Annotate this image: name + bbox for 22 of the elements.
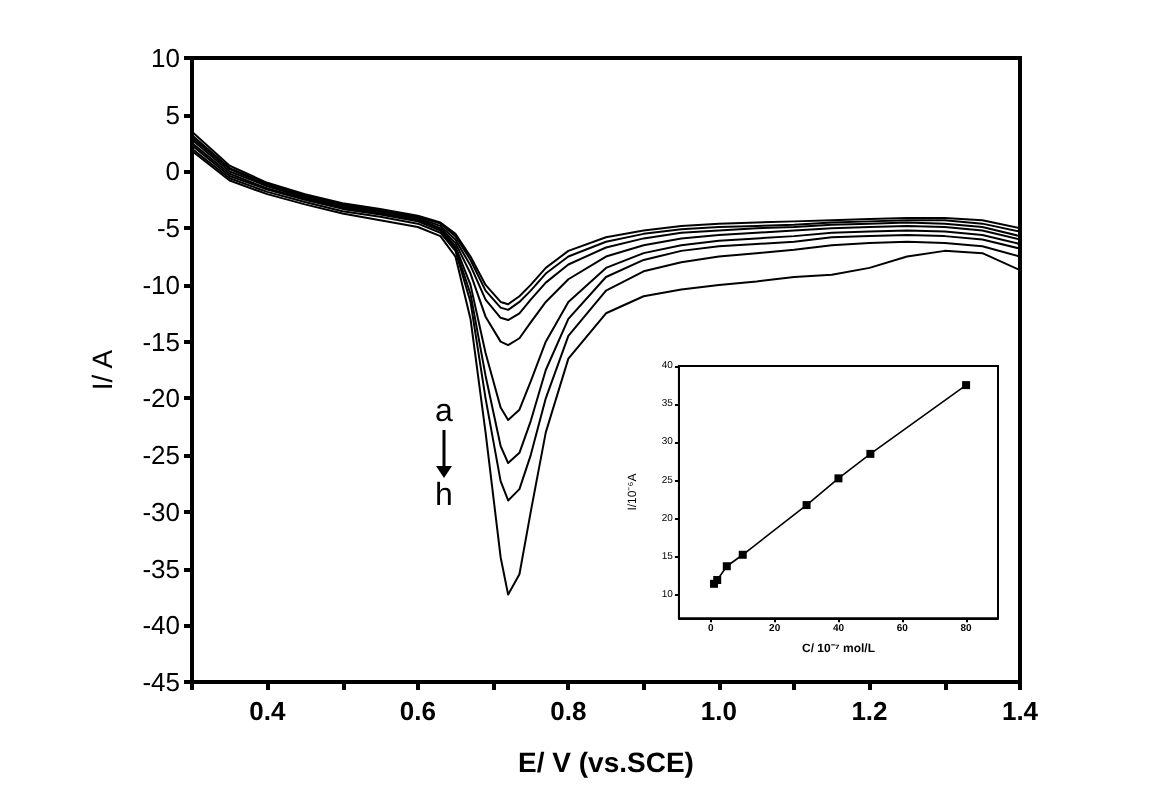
y-tick-label: -15 [142, 326, 180, 357]
y-tick-label: 0 [165, 156, 180, 187]
y-tick-label: -30 [142, 496, 180, 527]
annotation: a [435, 395, 454, 429]
x-tick-label: 1.2 [851, 696, 888, 726]
annotation: h [435, 479, 453, 513]
y-tick-label: -40 [142, 610, 180, 641]
y-axis-title: I/ A [86, 348, 118, 391]
y-tick-label: -25 [142, 440, 180, 471]
x-tick-label: 0.6 [399, 696, 436, 726]
y-tick-label: -10 [142, 269, 180, 300]
x-axis-title: E/ V (vs.SCE) [518, 746, 694, 778]
y-tick-label: -35 [142, 553, 180, 584]
y-tick-label: -20 [142, 383, 180, 414]
y-tick-label: 10 [151, 43, 180, 73]
y-tick-label: -5 [156, 213, 180, 244]
y-tick-label: 5 [165, 99, 180, 130]
x-tick-label: 0.8 [550, 696, 587, 726]
x-tick-label: 1.4 [1001, 696, 1040, 726]
x-tick-label: 1.0 [700, 696, 737, 726]
x-tick-label: 0.4 [249, 696, 287, 726]
y-tick-label: -45 [142, 667, 180, 697]
